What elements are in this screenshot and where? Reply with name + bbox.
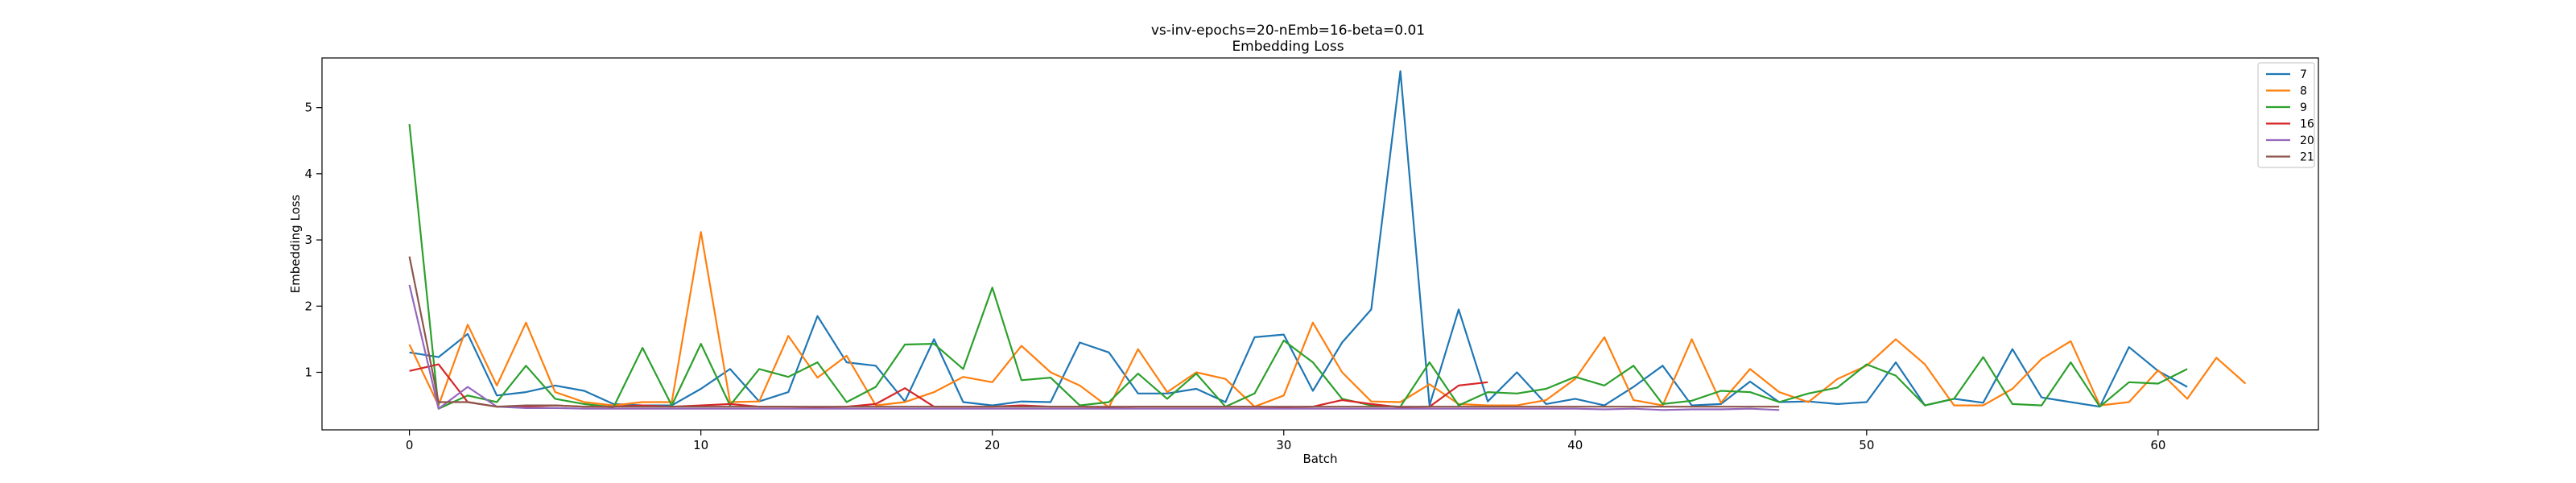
x-tick-label: 50 — [1859, 438, 1874, 452]
x-axis-ticks: 0 10 20 30 40 50 60 — [406, 430, 2165, 452]
series-line-20 — [408, 284, 1780, 411]
series-line-7 — [409, 70, 2188, 408]
legend-label-9: 9 — [2300, 101, 2307, 114]
series-line-21 — [408, 256, 1780, 408]
y-tick-label: 2 — [304, 299, 312, 313]
legend-box — [2257, 62, 2315, 168]
y-axis-ticks: 1 2 3 4 5 — [304, 101, 322, 379]
x-tick-label: 40 — [1567, 438, 1583, 452]
plot-area — [322, 58, 2318, 430]
chart-subtitle: Embedding Loss — [1232, 39, 1344, 55]
y-tick-label: 3 — [304, 233, 312, 247]
legend: 7 8 9 16 20 21 — [2257, 62, 2315, 168]
legend-label-7: 7 — [2300, 68, 2307, 81]
legend-label-8: 8 — [2300, 85, 2307, 98]
legend-label-16: 16 — [2300, 118, 2314, 131]
x-tick-label: 20 — [985, 438, 1000, 452]
plot-frame — [321, 57, 2319, 431]
y-tick-label: 1 — [304, 365, 312, 379]
x-axis-label: Batch — [1302, 452, 1337, 466]
legend-label-20: 20 — [2300, 134, 2314, 147]
series-lines — [408, 70, 2247, 411]
series-line-9 — [408, 124, 2188, 410]
x-tick-label: 0 — [406, 438, 414, 452]
chart-title: vs-inv-epochs=20-nEmb=16-beta=0.01 — [1151, 23, 1425, 39]
y-tick-label: 5 — [304, 101, 312, 115]
x-tick-label: 30 — [1276, 438, 1291, 452]
x-tick-label: 10 — [693, 438, 708, 452]
y-tick-label: 4 — [304, 167, 312, 181]
x-tick-label: 60 — [2150, 438, 2165, 452]
y-axis-label: Embedding Loss — [288, 194, 303, 293]
series-line-8 — [408, 231, 2247, 409]
legend-label-21: 21 — [2300, 151, 2314, 164]
